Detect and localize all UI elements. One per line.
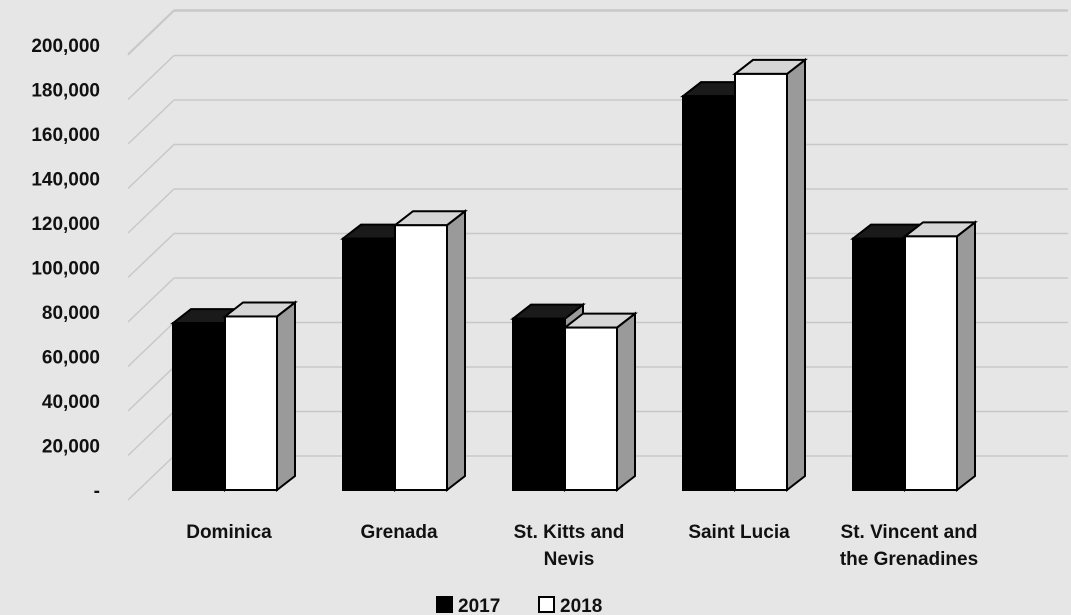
bar-2018 (734, 72, 788, 492)
gridline-diagonal (127, 366, 175, 412)
bar-2017 (512, 317, 566, 491)
legend-label: 2018 (560, 596, 602, 615)
legend-swatch-2017 (436, 596, 453, 613)
bar-2018 (224, 315, 278, 492)
gridline-diagonal (127, 321, 175, 368)
bar-side-2018 (786, 57, 806, 493)
bars (170, 57, 978, 493)
bar-2017 (342, 237, 396, 491)
gridline-diagonal (127, 232, 175, 279)
category-label: Nevis (544, 549, 595, 570)
bar-side-2018 (616, 311, 636, 493)
legend: 2017 2018 (436, 596, 602, 615)
category-label: St. Vincent and (841, 522, 978, 543)
gridline-diagonal (127, 455, 175, 501)
y-tick-label: 160,000 (31, 125, 100, 146)
legend-label: 2017 (458, 596, 500, 615)
category-label: Dominica (186, 522, 272, 543)
bar-side-2018 (956, 220, 976, 493)
gridline-diagonal (127, 99, 175, 145)
bar-2017 (682, 95, 736, 492)
bar-side-2018 (446, 209, 466, 493)
y-tick-label: 140,000 (31, 170, 100, 191)
y-tick-label: 40,000 (42, 392, 100, 413)
legend-swatch-2018 (538, 596, 555, 613)
y-tick-label: 60,000 (42, 348, 100, 369)
y-tick-label: 180,000 (31, 81, 100, 102)
bar-2018 (904, 235, 958, 491)
gridline-diagonal (127, 10, 175, 56)
y-tick-label: 120,000 (31, 214, 100, 235)
y-axis-ticks: - 20,000 40,000 60,000 80,000 100,000 120,000 1… (31, 36, 100, 502)
bar-side-2018 (276, 300, 296, 493)
gridline-diagonal (127, 188, 175, 234)
bar-2017 (172, 322, 226, 491)
gridline-diagonal (127, 410, 175, 457)
category-label: St. Kitts and (514, 522, 625, 543)
y-tick-label: 200,000 (31, 36, 100, 57)
category-label: Grenada (360, 522, 438, 543)
category-label: Saint Lucia (688, 522, 790, 543)
y-tick-label: 20,000 (42, 437, 100, 458)
category-label: the Grenadines (840, 549, 978, 570)
bar-2018 (394, 224, 448, 491)
y-tick-label: - (94, 481, 100, 502)
gridline-diagonal (127, 143, 175, 190)
bar-2018 (564, 326, 618, 492)
bar-2017 (852, 237, 906, 491)
y-tick-label: 80,000 (42, 303, 100, 324)
y-tick-label: 100,000 (31, 259, 100, 280)
x-axis-categories: Dominica Grenada St. Kitts and Nevis Saint L… (186, 522, 978, 570)
gridline-diagonal (127, 277, 175, 323)
gridline-diagonal (127, 54, 175, 101)
